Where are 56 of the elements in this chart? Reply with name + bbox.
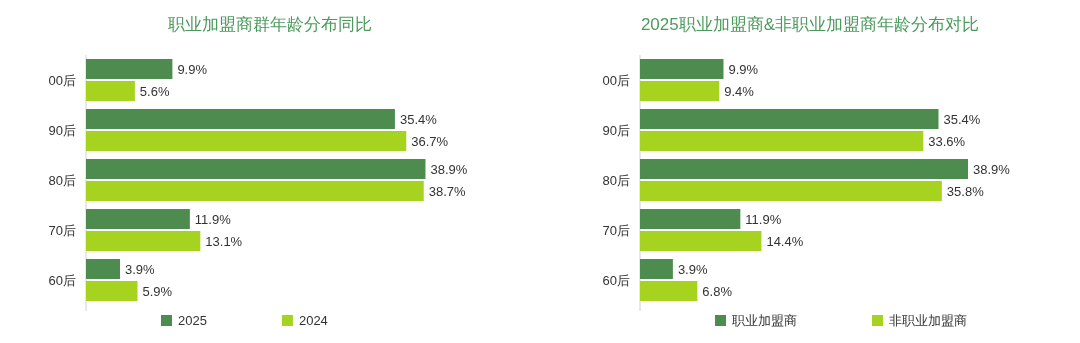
- bar: [86, 81, 135, 101]
- y-tick-label: 90后: [48, 123, 76, 138]
- bar: [86, 231, 201, 251]
- legend-label: 2025: [178, 313, 207, 328]
- bar: [86, 131, 407, 151]
- data-label: 11.9%: [745, 212, 782, 227]
- bar: [640, 209, 741, 229]
- bar: [86, 259, 121, 279]
- bar: [640, 231, 762, 251]
- bar: [640, 259, 673, 279]
- bar: [640, 281, 698, 301]
- legend-label: 2024: [298, 313, 328, 328]
- data-label: 38.9%: [973, 162, 1011, 177]
- chart-title: 职业加盟商群年龄分布同比: [168, 15, 372, 34]
- data-label: 33.6%: [928, 134, 966, 149]
- y-tick-label: 60后: [602, 273, 630, 288]
- bar: [86, 209, 190, 229]
- data-label: 36.7%: [411, 134, 449, 149]
- data-label: 38.9%: [430, 162, 468, 177]
- bar: [640, 81, 720, 101]
- data-label: 35.4%: [943, 112, 981, 127]
- data-label: 35.8%: [946, 184, 985, 199]
- chart-title: 2025职业加盟商&非职业加盟商年龄分布对比: [640, 15, 980, 34]
- data-label: 3.9%: [677, 262, 708, 277]
- y-tick-label: 00后: [602, 73, 630, 88]
- y-tick-label: 60后: [48, 273, 76, 288]
- legend-label: 非职业加盟商: [889, 313, 967, 328]
- data-label: 3.9%: [125, 262, 156, 277]
- bar: [640, 109, 939, 129]
- bar: [86, 159, 426, 179]
- bar: [86, 181, 424, 201]
- bar: [86, 109, 395, 129]
- data-label: 9.9%: [728, 62, 759, 77]
- data-label: 11.9%: [194, 212, 232, 227]
- bar: [86, 59, 173, 79]
- data-label: 9.9%: [177, 62, 208, 77]
- y-tick-label: 90后: [602, 123, 630, 138]
- y-tick-label: 80后: [602, 173, 630, 188]
- data-label: 14.4%: [766, 234, 804, 249]
- y-tick-label: 70后: [48, 223, 76, 238]
- bar: [640, 181, 942, 201]
- data-label: 38.7%: [428, 184, 467, 199]
- bar: [640, 131, 924, 151]
- y-tick-label: 80后: [48, 173, 76, 188]
- data-label: 13.1%: [205, 234, 243, 249]
- data-label: 5.6%: [139, 84, 170, 99]
- legend-label: 职业加盟商: [732, 313, 797, 328]
- data-label: 5.9%: [142, 284, 173, 299]
- y-tick-label: 00后: [48, 73, 76, 88]
- data-label: 35.4%: [399, 112, 438, 127]
- bar: [640, 59, 724, 79]
- data-label: 6.8%: [702, 284, 733, 299]
- bar: [86, 281, 138, 301]
- y-tick-label: 70后: [602, 223, 630, 238]
- bar: [640, 159, 968, 179]
- data-label: 9.4%: [724, 84, 755, 99]
